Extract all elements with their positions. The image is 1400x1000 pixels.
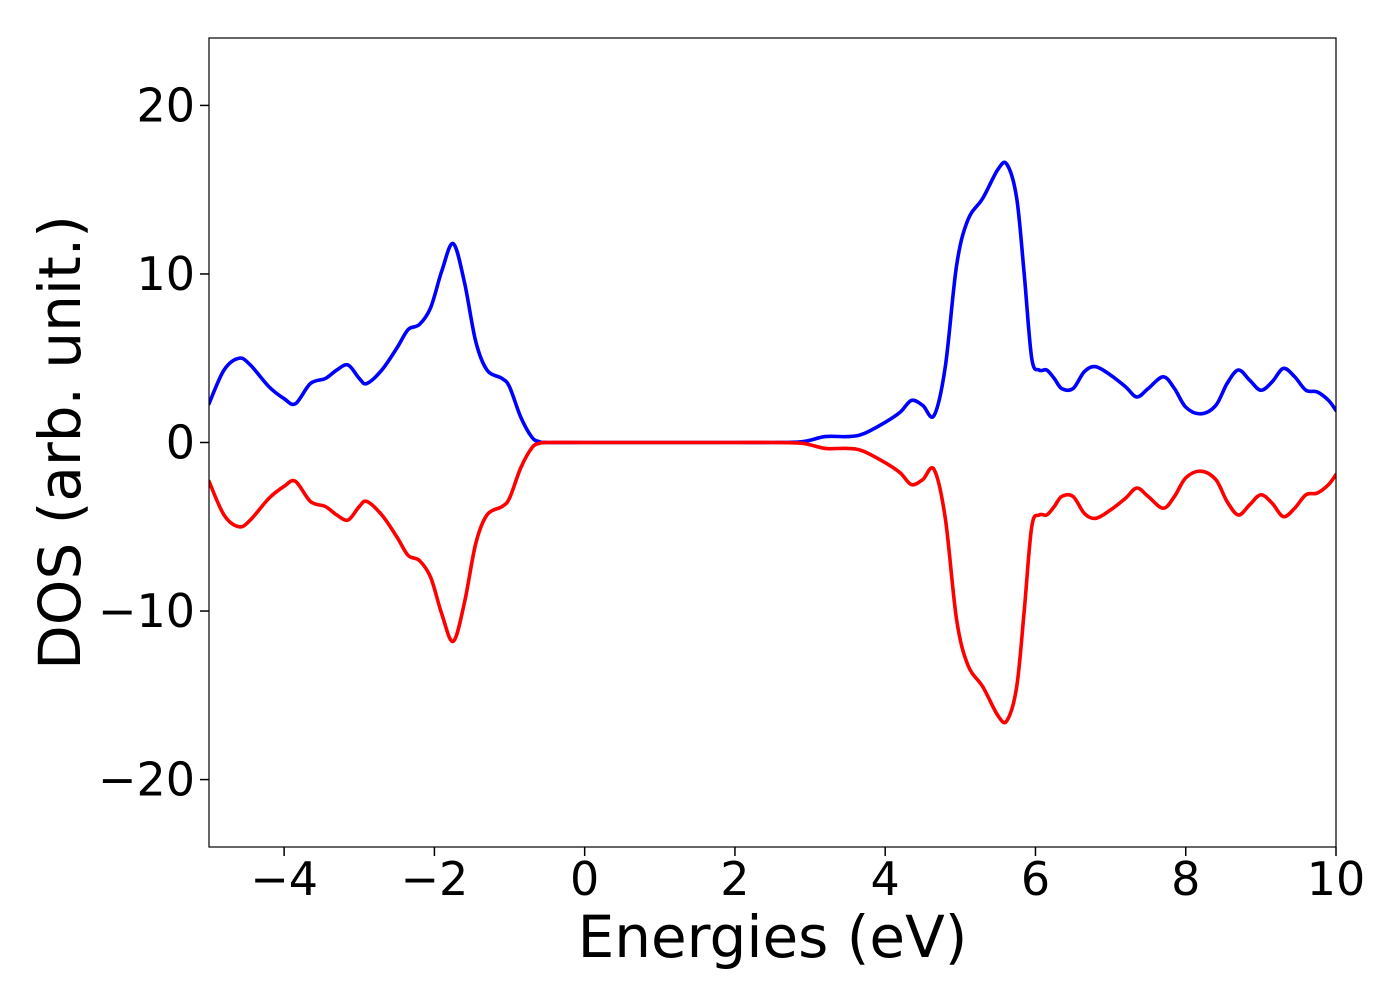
x-tick-label: −4 [250, 852, 318, 906]
x-tick-label: 2 [720, 852, 749, 906]
x-axis-label: Energies (eV) [578, 903, 968, 971]
x-tick-label: −2 [400, 852, 468, 906]
x-axis-ticks: −4 −2 0 2 4 6 8 10 [250, 847, 1365, 906]
y-tick-label: −10 [98, 584, 195, 638]
y-tick-label: 20 [136, 78, 195, 132]
x-tick-label: 4 [871, 852, 900, 906]
x-tick-label: 0 [570, 852, 599, 906]
x-tick-label: 10 [1307, 852, 1366, 906]
y-axis-label: DOS (arb. unit.) [26, 215, 94, 670]
series-line-1 [209, 160, 1336, 445]
x-tick-label: 8 [1171, 852, 1200, 906]
x-tick-label: 6 [1021, 852, 1050, 906]
series-layer [209, 160, 1336, 725]
series-line-2 [209, 440, 1336, 725]
y-tick-label: −20 [98, 753, 195, 807]
y-tick-label: 10 [136, 247, 195, 301]
y-axis-ticks: −20 −10 0 10 20 [98, 78, 209, 807]
y-tick-label: 0 [166, 416, 195, 470]
